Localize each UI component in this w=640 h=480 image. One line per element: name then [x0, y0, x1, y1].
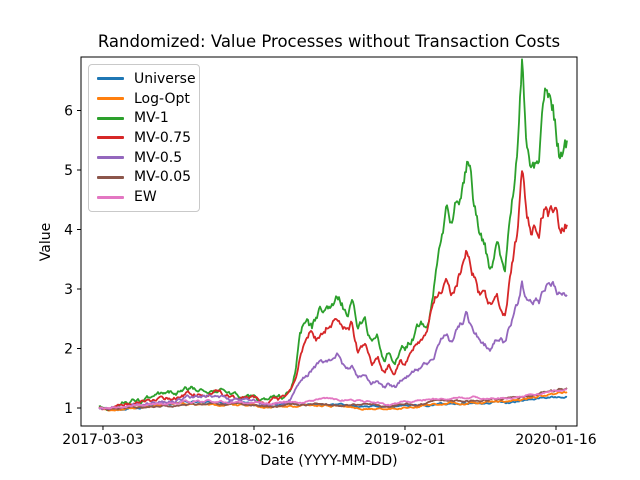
y-tick-label: 4 — [64, 223, 73, 239]
chart-title: Randomized: Value Processes without Tran… — [98, 32, 560, 51]
x-tick-label: 2018-02-16 — [213, 432, 294, 448]
series-line-mv-0.75 — [98, 170, 568, 411]
legend-line-sample — [97, 195, 124, 199]
legend-item-mv-1: MV-1 — [97, 109, 193, 128]
series-line-mv-0.5 — [98, 280, 568, 411]
series-line-mv-1 — [98, 58, 568, 412]
legend-item-mv-0.05: MV-0.05 — [97, 168, 193, 187]
axes: 1 2 3 4 5 6 2017-03-03 2018-02-16 2019-02-01 2020… — [62, 56, 597, 448]
legend: Universe Log-Opt MV-1 MV-0.75 MV-0.5 MV-0.05 E… — [88, 64, 200, 212]
legend-label: EW — [134, 189, 157, 206]
legend-item-ew: EW — [97, 188, 193, 207]
y-tick-label: 3 — [64, 282, 73, 298]
legend-label: MV-1 — [134, 110, 169, 127]
plot-border — [80, 56, 578, 427]
series-line-ew — [98, 388, 568, 410]
x-axis-label: Date (YYYY-MM-DD) — [260, 453, 397, 469]
y-axis-label: Value — [38, 223, 54, 261]
legend-label: MV-0.05 — [134, 169, 192, 186]
y-tick-label: 5 — [64, 163, 73, 179]
y-tick-label: 2 — [64, 342, 73, 358]
legend-item-mv-0.5: MV-0.5 — [97, 148, 193, 167]
legend-line-sample — [97, 116, 124, 120]
legend-label: Log-Opt — [134, 90, 190, 107]
legend-label: MV-0.5 — [134, 149, 183, 166]
legend-label: MV-0.75 — [134, 129, 192, 146]
x-tick-label: 2019-02-01 — [364, 432, 445, 448]
legend-line-sample — [97, 77, 124, 81]
legend-item-universe: Universe — [97, 69, 196, 88]
legend-line-sample — [97, 136, 124, 140]
legend-label: Universe — [134, 70, 196, 87]
series-lines — [98, 58, 568, 412]
legend-item-mv-0.75: MV-0.75 — [97, 128, 193, 147]
legend-line-sample — [97, 175, 124, 179]
series-line-mv-0.05 — [99, 387, 568, 411]
x-tick-label: 2017-03-03 — [62, 432, 143, 448]
legend-item-log-opt: Log-Opt — [97, 89, 193, 108]
x-tick-label: 2020-01-16 — [515, 432, 596, 448]
legend-line-sample — [97, 156, 124, 160]
legend-line-sample — [97, 97, 124, 101]
y-tick-label: 6 — [64, 104, 73, 120]
y-tick-label: 1 — [64, 401, 73, 417]
